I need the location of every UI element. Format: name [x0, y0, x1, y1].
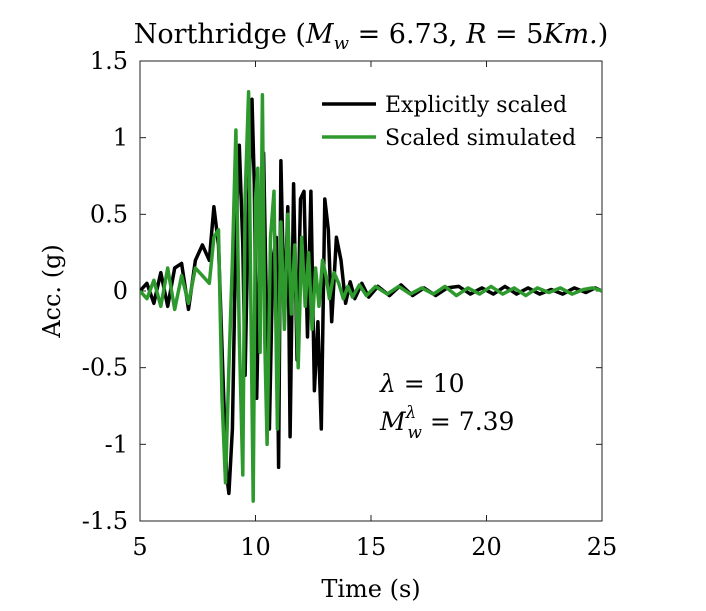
- title-mw-symbol: M: [305, 19, 335, 50]
- y-tick-label: -0.5: [82, 354, 128, 382]
- x-tick-label: 10: [240, 533, 271, 561]
- annotation: λ = 10 Mλ w = 7.39: [379, 369, 514, 443]
- title-r-value: = 5: [486, 19, 543, 50]
- title-mw-sub: w: [334, 33, 350, 54]
- legend-label-explicitly-scaled: Explicitly scaled: [385, 93, 567, 118]
- title-km: Km.: [542, 19, 597, 50]
- y-tick-labels: 1.5 1 0.5 0 -0.5 -1 -1.5: [82, 47, 128, 535]
- annotation-mw-symbol: M: [379, 407, 407, 436]
- annotation-mw-sup: λ: [405, 403, 417, 423]
- annotation-mw-lambda: Mλ w = 7.39: [379, 403, 514, 443]
- annotation-lambda-symbol: λ: [379, 369, 396, 398]
- legend: Explicitly scaled Scaled simulated: [322, 93, 576, 151]
- y-tick-label: 1: [113, 124, 128, 152]
- y-tick-label: 0.5: [90, 200, 128, 228]
- x-tick-label: 20: [471, 533, 502, 561]
- y-tick-label: 0: [113, 277, 128, 305]
- y-tick-label: -1: [105, 430, 128, 458]
- annotation-mw-sub: w: [407, 423, 422, 443]
- title-suffix: ): [598, 19, 609, 50]
- y-axis-label: Acc. (g): [38, 244, 66, 339]
- x-tick-label: 15: [356, 533, 387, 561]
- series-line-scaled-simulated: [140, 89, 602, 503]
- title-mw-value: = 6.73,: [349, 19, 466, 50]
- chart-title: Northridge (Mw = 6.73, R = 5Km.): [134, 19, 609, 54]
- annotation-mw-value: = 7.39: [422, 407, 515, 436]
- x-tick-labels: 5 10 15 20 25: [132, 533, 617, 561]
- title-r-symbol: R: [465, 19, 486, 50]
- annotation-lambda-value: = 10: [396, 369, 465, 398]
- annotation-lambda: λ = 10: [379, 369, 465, 398]
- title-prefix: Northridge (: [134, 19, 306, 50]
- y-tick-label: -1.5: [82, 507, 128, 535]
- legend-label-scaled-simulated: Scaled simulated: [385, 126, 576, 151]
- x-tick-label: 5: [132, 533, 147, 561]
- x-axis-label: Time (s): [321, 575, 420, 603]
- y-tick-label: 1.5: [90, 47, 128, 75]
- x-tick-label: 25: [587, 533, 618, 561]
